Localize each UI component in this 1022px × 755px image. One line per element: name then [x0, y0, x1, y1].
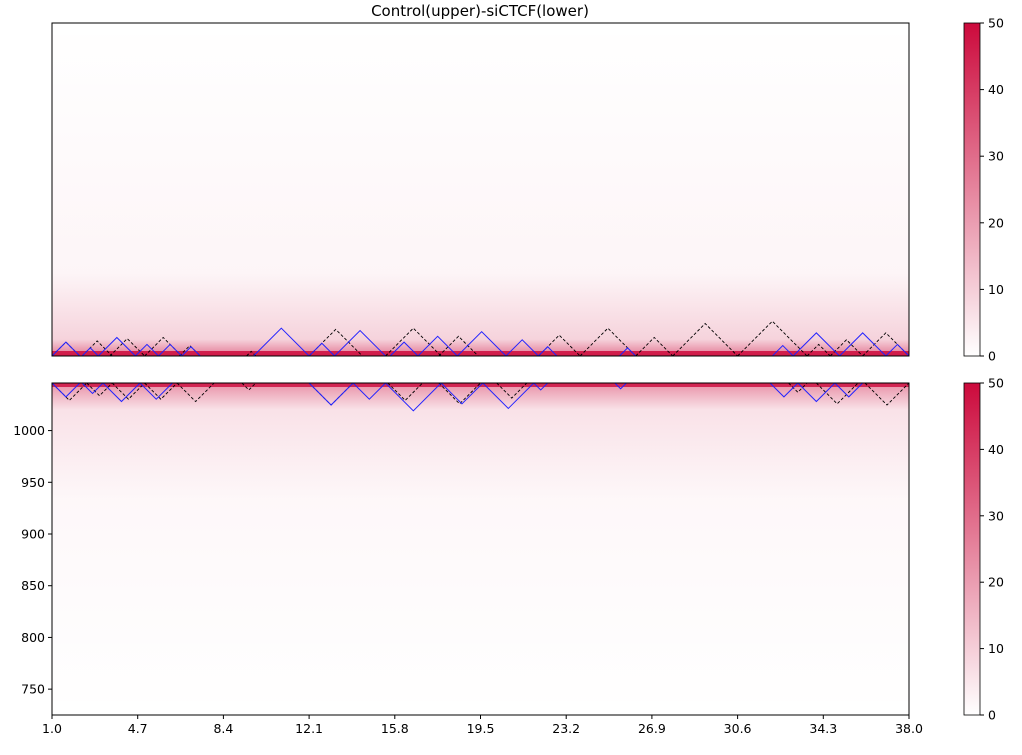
- upper-domain-black-5: [246, 350, 257, 356]
- lower-domain-black-4: [176, 383, 215, 403]
- colorbar-tick-label: 0: [988, 708, 996, 723]
- x-tick-label: 4.7: [128, 721, 148, 736]
- upper-domain-blue-14: [619, 347, 637, 356]
- upper-heatmap-panel: [51, 22, 910, 357]
- lower-heatmap-background: [52, 383, 909, 715]
- upper-heatmap-frame: [51, 22, 910, 357]
- upper-domain-blue-4: [158, 343, 183, 356]
- lower-domain-blue-1: [81, 383, 104, 395]
- lower-domain-blue-7: [440, 383, 484, 405]
- colorbar-tick-label: 10: [988, 282, 1004, 297]
- colorbar-tick-label: 50: [988, 16, 1004, 31]
- upper-domain-blue-10: [417, 335, 458, 356]
- y-tick-label: 750: [21, 682, 45, 697]
- x-axis: 1.0 4.7 8.4 12.1 15.8 19.5 23.2 26.9 30.6 34.3 38.…: [42, 715, 923, 736]
- upper-domain-blue-2: [97, 336, 136, 356]
- colorbar-tick-label: 20: [988, 575, 1004, 590]
- colorbar-tick-label: 0: [988, 349, 996, 364]
- upper-domain-black-14: [806, 343, 831, 356]
- x-tick-label: 15.8: [381, 721, 409, 736]
- y-tick-label: 800: [21, 630, 45, 645]
- colorbar-tick-label: 30: [988, 149, 1004, 164]
- lower-domain-black-9: [496, 383, 528, 399]
- upper-domain-blue-13: [538, 346, 558, 356]
- upper-domain-blue-15: [771, 344, 794, 356]
- upper-domain-blue-0: [52, 341, 81, 356]
- lower-domain-black-1: [86, 383, 113, 397]
- lower-colorbar-gradient: [963, 382, 981, 716]
- x-tick-label: 34.3: [809, 721, 837, 736]
- x-tick-label: 23.2: [552, 721, 580, 736]
- upper-colorbar: 0 10 20 30 40 50: [963, 16, 1004, 364]
- upper-domain-black-16: [862, 332, 909, 356]
- upper-domain-blue-1: [81, 347, 99, 356]
- upper-domain-blue-17: [839, 332, 887, 356]
- lower-y-axis: 1000 950 900 850 800 750: [13, 423, 52, 697]
- colorbar-tick-label: 10: [988, 641, 1004, 656]
- lower-domain-blue-2: [102, 383, 141, 403]
- lower-domain-blue-0: [52, 383, 81, 398]
- upper-domain-black-7: [385, 327, 442, 356]
- y-tick-label: 950: [21, 475, 45, 490]
- upper-domain-black-3: [144, 336, 183, 356]
- upper-domain-black-11: [635, 336, 674, 356]
- upper-diagonal-band: [52, 351, 909, 356]
- colorbar-tick-label: 40: [988, 82, 1004, 97]
- x-tick-label: 30.6: [724, 721, 752, 736]
- upper-heatmap-background: [52, 23, 909, 356]
- lower-domain-black-10: [788, 383, 808, 393]
- upper-domain-blue-18: [885, 343, 909, 356]
- lower-domain-blue-5: [352, 383, 386, 400]
- upper-domain-black-13: [737, 320, 808, 356]
- lower-domain-blue-10: [614, 383, 627, 390]
- colorbar-tick-label: 20: [988, 215, 1004, 230]
- upper-domain-blue-11: [456, 330, 507, 356]
- upper-colorbar-gradient: [963, 22, 981, 357]
- upper-domain-black-2: [109, 337, 145, 356]
- lower-domain-blue-6: [385, 383, 442, 412]
- lower-domain-blue-13: [834, 383, 864, 398]
- y-tick-label: 900: [21, 527, 45, 542]
- y-tick-label: 1000: [13, 423, 45, 438]
- x-tick-label: 38.0: [895, 721, 923, 736]
- upper-domain-blue-6: [253, 327, 310, 356]
- x-tick-label: 12.1: [295, 721, 323, 736]
- x-tick-label: 1.0: [42, 721, 62, 736]
- y-tick-label: 850: [21, 578, 45, 593]
- x-tick-label: 8.4: [213, 721, 233, 736]
- lower-domain-blue-12: [797, 383, 836, 403]
- lower-domain-black-7: [387, 383, 423, 402]
- upper-domain-blue-12: [505, 339, 539, 356]
- lower-domain-black-0: [52, 383, 88, 402]
- upper-domain-black-15: [829, 339, 863, 356]
- upper-domain-black-10: [579, 327, 637, 356]
- lower-domain-blue-11: [769, 383, 799, 398]
- colorbar-tick-label: 40: [988, 442, 1004, 457]
- lower-domain-black-3: [144, 383, 178, 400]
- upper-domain-blue-7: [308, 342, 335, 356]
- lower-domain-blue-3: [139, 383, 173, 400]
- lower-domain-black-2: [111, 383, 145, 400]
- chart-title: Control(upper)-siCTCF(lower): [371, 2, 589, 20]
- lower-colorbar: 0 10 20 30 40 50: [963, 376, 1004, 723]
- colorbar-tick-label: 30: [988, 508, 1004, 523]
- x-tick-label: 26.9: [638, 721, 666, 736]
- lower-domain-black-12: [864, 383, 909, 406]
- upper-domain-blue-5: [181, 346, 201, 356]
- lower-domain-blue-8: [482, 383, 535, 410]
- lower-domain-blue-4: [308, 383, 354, 406]
- lower-heatmap-panel: [51, 382, 910, 716]
- x-tick-label: 19.5: [467, 721, 495, 736]
- upper-domain-black-8: [438, 335, 479, 356]
- upper-domain-black-12: [672, 322, 738, 356]
- colorbar-tick-label: 50: [988, 376, 1004, 391]
- upper-domain-blue-9: [389, 341, 419, 356]
- lower-domain-blue-9: [533, 383, 549, 391]
- upper-domain-blue-8: [334, 329, 386, 356]
- lower-domain-black-5: [241, 383, 257, 391]
- upper-domain-blue-16: [792, 332, 840, 356]
- upper-domain-blue-3: [135, 343, 159, 356]
